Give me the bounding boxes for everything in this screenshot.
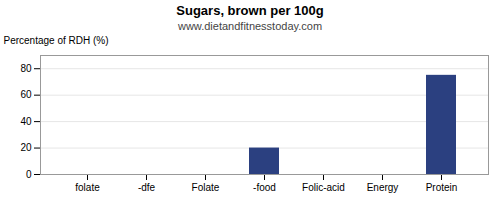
svg-text:-dfe: -dfe (138, 182, 156, 193)
svg-text:folate: folate (75, 182, 100, 193)
svg-text:0: 0 (26, 169, 32, 180)
svg-text:Protein: Protein (426, 182, 458, 193)
svg-text:Energy: Energy (367, 182, 399, 193)
svg-text:Folic-acid: Folic-acid (302, 182, 345, 193)
svg-text:80: 80 (20, 63, 32, 74)
html-text:Sugars, brown per 100g: Sugars, brown per 100g (176, 3, 324, 18)
svg-text:40: 40 (20, 116, 32, 127)
svg-text:20: 20 (20, 142, 32, 153)
svg-text:-food: -food (253, 182, 276, 193)
svg-text:Percentage of RDH (%): Percentage of RDH (%) (4, 35, 109, 46)
html-text:www.dietandfitnesstoday.com: www.dietandfitnesstoday.com (178, 20, 322, 32)
svg-text:Folate: Folate (192, 182, 220, 193)
svg-text:60: 60 (20, 89, 32, 100)
